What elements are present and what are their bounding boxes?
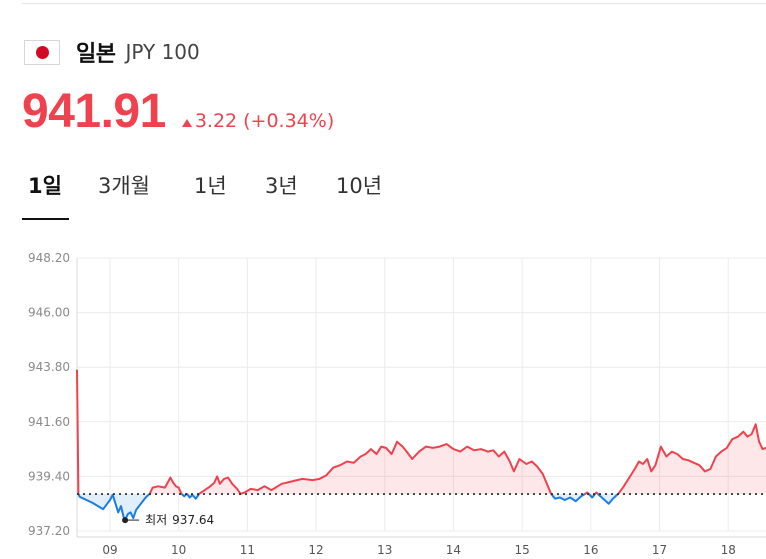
price-change: 3.22 (+0.34%) <box>181 110 335 132</box>
x-tick-label: 14 <box>446 543 461 557</box>
series-line-up <box>76 369 80 495</box>
series-line-up <box>617 423 766 495</box>
y-tick-label: 946.00 <box>28 306 70 320</box>
change-percent: (+0.34%) <box>243 110 335 132</box>
change-value: 3.22 <box>194 110 238 132</box>
chart-svg: 948.20 946.00 943.80 941.60 939.40 937.20 09 10… <box>28 251 766 557</box>
y-tick-label: 948.20 <box>28 251 70 265</box>
low-label-value: 937.64 <box>172 513 214 527</box>
series-line-down <box>186 493 200 500</box>
tab-3-years[interactable]: 3년 <box>265 174 298 198</box>
tab-1-year[interactable]: 1년 <box>194 174 227 198</box>
area-above-baseline <box>149 477 182 494</box>
country-name: 일본 <box>76 42 116 67</box>
area-above-baseline <box>618 424 766 494</box>
series-line-down <box>77 493 151 522</box>
series-line-down <box>550 493 586 503</box>
series-line-up <box>148 476 183 495</box>
x-tick-label: 13 <box>377 543 392 557</box>
tab-3-months[interactable]: 3개월 <box>98 174 151 198</box>
series-line-up <box>198 440 552 495</box>
low-label-text: 최저 <box>145 513 167 527</box>
x-tick-label: 10 <box>171 543 186 557</box>
flag-red-disc <box>35 45 49 59</box>
x-tick-label: 16 <box>583 543 598 557</box>
series-line-down <box>588 493 596 499</box>
x-tick-label: 15 <box>514 543 529 557</box>
period-tabs: 1일 3개월 1년 3년 10년 <box>22 170 766 220</box>
top-divider <box>22 3 766 4</box>
x-tick-label: 09 <box>102 543 117 557</box>
y-tick-label: 939.40 <box>28 469 70 483</box>
japan-flag-icon <box>24 39 60 65</box>
area-above-baseline <box>199 441 552 494</box>
y-tick-label: 937.20 <box>28 524 70 538</box>
low-marker-dot <box>122 517 129 524</box>
rate-chart: 948.20 946.00 943.80 941.60 939.40 937.20 09 10… <box>0 230 766 559</box>
currency-header: 일본 JPY 100 <box>24 36 200 68</box>
currency-code: JPY 100 <box>125 40 200 64</box>
x-tick-label: 18 <box>721 543 736 557</box>
x-tick-label: 17 <box>652 543 667 557</box>
tab-10-years[interactable]: 10년 <box>336 174 383 198</box>
area-below-baseline <box>598 494 618 504</box>
y-tick-label: 943.80 <box>28 360 70 374</box>
current-price: 941.91 <box>22 85 166 138</box>
active-tab-underline <box>22 218 69 220</box>
x-tick-label: 12 <box>308 543 323 557</box>
series-line-down <box>597 493 619 505</box>
low-label: 최저 937.64 <box>145 513 214 527</box>
series-line-up <box>594 491 599 495</box>
price-row: 941.91 3.22 (+0.34%) <box>22 84 334 139</box>
tab-1-day[interactable]: 1일 <box>28 174 62 198</box>
x-tick-label: 11 <box>240 543 255 557</box>
up-triangle-icon <box>181 119 192 127</box>
y-tick-label: 941.60 <box>28 415 70 429</box>
